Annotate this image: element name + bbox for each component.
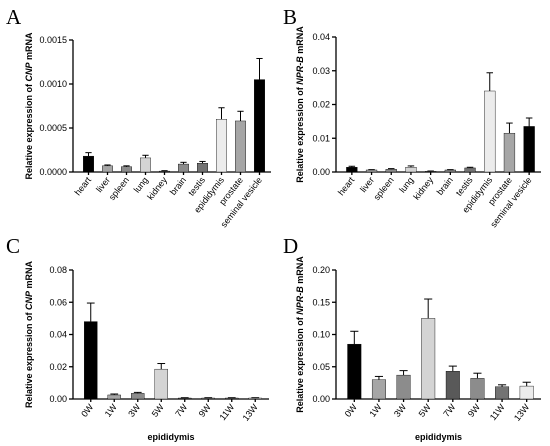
- panel-c-x-tick-label: 0W: [79, 402, 96, 419]
- panel-a-bar: [216, 118, 227, 173]
- panel-d-y-axis-label: Relative expression of NPR-B mRNA: [295, 256, 305, 413]
- panel-b-x-tick-label: lung: [397, 175, 415, 195]
- panel-c-x-axis-label: epididymis: [147, 432, 194, 442]
- panel-a-bar: [140, 157, 151, 173]
- panel-b-y-tick-label: 0.02: [312, 100, 330, 110]
- panel-b-letter: B: [283, 5, 297, 29]
- panel-b-chart: B 0.00 0.01 0.02 0.03 0.04 Relative expression…: [283, 5, 541, 229]
- panel-d-x-axis-label: epididymis: [415, 432, 462, 442]
- panel-a-bar: [178, 163, 189, 173]
- panel-d-x-tick-label: 0W: [343, 402, 360, 419]
- panel-c-x-tick-label: 1W: [103, 402, 120, 419]
- panel-c-bar: [107, 394, 121, 400]
- panel-b-bar: [464, 167, 476, 173]
- panel-b-bar: [385, 169, 397, 173]
- panel-d-bar: [421, 318, 436, 400]
- panel-a-x-tick-label: heart: [73, 175, 94, 198]
- panel-a-letter: A: [6, 5, 22, 29]
- panel-a-x-tick-label: kidney: [145, 175, 169, 202]
- panel-b-bar: [503, 132, 516, 173]
- panel-d-x-tick-label: 7W: [441, 402, 458, 419]
- panel-c-y-tick-label: 0.08: [49, 265, 67, 275]
- panel-d-bar: [396, 374, 411, 400]
- panel-c-y-axis-label: Relative expression of CNP mRNA: [24, 260, 34, 408]
- panel-c-y-tick-label: 0.04: [49, 330, 67, 340]
- panel-c-y-tick-label: 0.02: [49, 362, 67, 372]
- panel-b-bar: [523, 126, 535, 173]
- panel-a-bar: [235, 120, 246, 173]
- panel-b-y-tick-label: 0.03: [312, 66, 330, 76]
- panel-a-y-tick-label: 0.0005: [39, 123, 67, 133]
- panel-c-x-tick-label: 13W: [241, 402, 261, 423]
- panel-b-bar: [346, 167, 358, 173]
- panel-b-bar: [365, 169, 378, 173]
- panel-b-y-axis-label: Relative expression of NPR-B mRNA: [295, 26, 305, 183]
- panel-d-y-tick-label: 0.10: [312, 330, 330, 340]
- panel-c-x-tick-label: 7W: [173, 402, 190, 419]
- panel-d-bar: [495, 386, 510, 400]
- panel-d-bar: [445, 371, 460, 400]
- panel-b-y-tick-label: 0.01: [312, 133, 330, 143]
- panel-a-bar: [102, 165, 113, 173]
- panel-c-y-tick-label: 0.00: [49, 394, 67, 404]
- panel-c-x-tick-label: 5W: [150, 402, 167, 419]
- panel-d-y-tick-label: 0.20: [312, 265, 330, 275]
- panel-d-bar: [371, 379, 386, 400]
- panel-d-y-tick-label: 0.00: [312, 394, 330, 404]
- panel-d-letter: D: [283, 234, 298, 258]
- panel-c-chart: C 0.00 0.02 0.04 0.06 0.08 Relative expression…: [6, 234, 269, 442]
- panel-a-bar: [197, 162, 208, 173]
- panel-b-x-tick-label: kidney: [411, 175, 435, 202]
- panel-d-x-tick-label: 5W: [417, 402, 434, 419]
- panel-c-bar: [154, 368, 168, 400]
- panel-c-y-tick-label: 0.06: [49, 297, 67, 307]
- panel-b-y-tick-label: 0.04: [312, 32, 330, 42]
- panel-a-x-tick-label: brain: [168, 175, 188, 197]
- panel-a-y-tick-label: 0.0000: [39, 167, 67, 177]
- panel-a-bar: [83, 155, 94, 173]
- panel-d-bar: [470, 378, 485, 400]
- panel-d-y-tick-label: 0.15: [312, 297, 330, 307]
- panel-b-x-tick-label: liver: [358, 175, 376, 194]
- panel-d-x-tick-label: 11W: [488, 402, 507, 423]
- panel-a-y-tick-label: 0.0015: [39, 35, 67, 45]
- panel-a-bar: [159, 170, 170, 173]
- panel-d-y-tick-label: 0.05: [312, 362, 330, 372]
- panel-d-bar: [347, 343, 362, 400]
- panel-c-bar: [84, 321, 98, 400]
- panel-c-letter: C: [6, 234, 20, 258]
- panel-c-x-tick-label: 11W: [217, 402, 236, 423]
- panel-c-x-tick-label: 9W: [197, 402, 214, 419]
- panel-a-bar: [254, 79, 265, 173]
- panel-d-x-tick-label: 13W: [512, 402, 532, 423]
- panel-b-bar: [484, 90, 496, 173]
- panel-c-x-tick-label: 3W: [126, 402, 143, 419]
- panel-a-chart: A 0.0000 0.0005 0.0010 0.0015 Relative expres…: [6, 5, 271, 229]
- panel-b-bar: [405, 167, 417, 173]
- panel-a-y-tick-label: 0.0010: [39, 79, 67, 89]
- panel-b-bar: [444, 169, 456, 173]
- panel-a-y-axis-label: Relative expression of CNP mRNA: [24, 32, 34, 180]
- panel-d-chart: D 0.00 0.05 0.10 0.15 0.20 Relative expression…: [283, 234, 541, 442]
- panel-d-x-tick-label: 3W: [392, 402, 409, 419]
- panel-b-y-tick-label: 0.00: [312, 167, 330, 177]
- panel-b-x-tick-label: heart: [336, 175, 357, 198]
- panel-b-x-tick-label: brain: [435, 175, 455, 197]
- panel-a-x-tick-label: spleen: [107, 175, 131, 202]
- panel-d-x-tick-label: 1W: [367, 402, 384, 419]
- panel-d-bar: [519, 385, 534, 400]
- panel-d-x-tick-label: 9W: [466, 402, 483, 419]
- panel-c-bar: [131, 393, 145, 400]
- panel-b-x-tick-label: spleen: [372, 175, 396, 202]
- panel-a-bar: [121, 166, 132, 173]
